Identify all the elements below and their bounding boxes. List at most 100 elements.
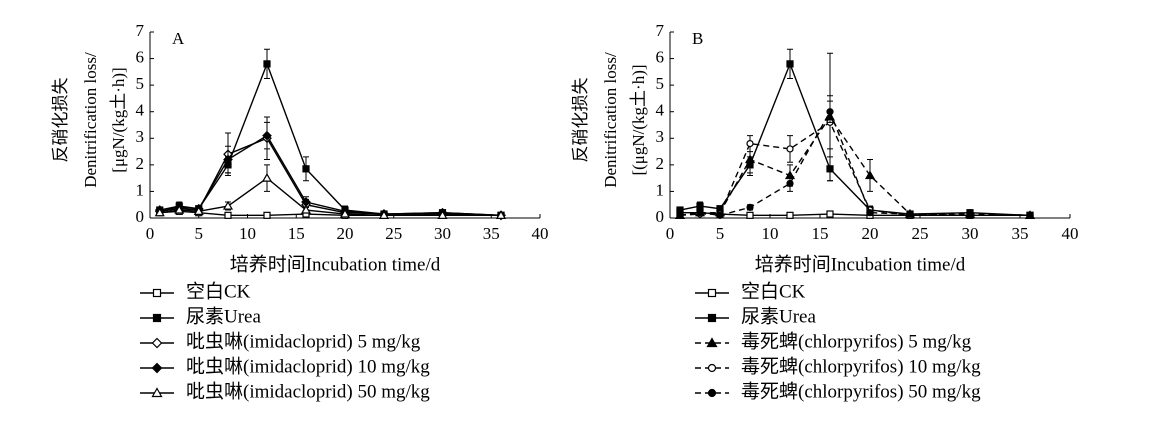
y-tick-label: 3: [656, 127, 665, 146]
legend-marker: [707, 288, 717, 298]
series-line: [679, 121, 1030, 217]
legend-entry: 吡虫啉(imidacloprid) 5 mg/kg: [140, 330, 421, 352]
y-axis-label: Denitrification loss/: [601, 52, 620, 188]
marker: [746, 211, 754, 219]
marker: [437, 210, 448, 219]
series: [154, 164, 507, 219]
y-tick-label: 3: [136, 127, 145, 146]
x-tick-label: 15: [812, 224, 829, 243]
series-line: [159, 137, 502, 217]
legend-label: 吡虫啉(imidacloprid) 5 mg/kg: [186, 330, 421, 352]
y-tick-label: 2: [136, 154, 145, 173]
legend-label: 空白CK: [186, 280, 251, 302]
y-axis-label: [(μgN/(kg土·h)]: [629, 64, 648, 175]
y-tick-label: 5: [136, 74, 145, 93]
legend-label: 毒死蜱(chlorpyrifos) 5 mg/kg: [741, 330, 972, 352]
y-tick-label: 1: [656, 180, 665, 199]
chart-panel: 0 5 10 15 20 25 30 35 40 0 1 2 3 4 5 6 7 B 反硝化损失 Denitrific…: [571, 21, 1079, 402]
y-tick-label: 5: [656, 74, 665, 93]
legend-marker: [706, 337, 718, 348]
y-tick-label: 1: [136, 180, 145, 199]
marker: [746, 203, 754, 211]
x-tick-label: 10: [239, 224, 256, 243]
x-tick-label: 20: [862, 224, 879, 243]
legend-entry: 毒死蜱(chlorpyrifos) 5 mg/kg: [695, 330, 972, 352]
y-tick-label: 0: [136, 207, 145, 226]
marker: [696, 209, 704, 217]
legend-marker: [152, 288, 162, 298]
marker: [224, 211, 232, 219]
legend-label: 空白CK: [741, 280, 806, 302]
legend-label: 毒死蜱(chlorpyrifos) 10 mg/kg: [741, 355, 981, 377]
series: [154, 121, 506, 221]
legend-entry: 空白CK: [695, 280, 806, 302]
series-line: [679, 110, 1030, 217]
marker: [262, 130, 272, 141]
x-tick-label: 25: [385, 224, 402, 243]
legend-entry: 吡虫啉(imidacloprid) 10 mg/kg: [140, 355, 430, 377]
chart-panel: 0 5 10 15 20 25 30 35 40 0 1 2 3 4 5 6 7 A 反硝化损失 Denitrific…: [51, 21, 549, 402]
legend-label: 毒死蜱(chlorpyrifos) 50 mg/kg: [741, 380, 981, 402]
marker: [786, 211, 794, 219]
legend-marker: [152, 313, 162, 323]
y-tick-label: 6: [656, 47, 665, 66]
marker: [263, 60, 271, 68]
marker: [786, 179, 794, 188]
marker: [1026, 211, 1034, 219]
y-tick-label: 7: [136, 21, 145, 40]
y-tick-label: 4: [136, 101, 145, 120]
marker: [906, 210, 914, 218]
legend-marker: [151, 387, 163, 398]
marker: [174, 204, 185, 214]
y-tick-label: 0: [656, 207, 665, 226]
legend-entry: 尿素Urea: [140, 305, 261, 327]
x-tick-label: 20: [337, 224, 354, 243]
y-axis-label: 反硝化损失: [571, 78, 590, 163]
marker: [378, 210, 390, 219]
panel-label: B: [692, 29, 703, 48]
y-axis-label: Denitrification loss/: [81, 52, 100, 188]
series: [676, 95, 1034, 219]
marker: [966, 211, 974, 219]
marker: [154, 207, 165, 217]
marker: [716, 211, 724, 219]
marker: [826, 108, 834, 116]
y-tick-label: 7: [656, 21, 665, 40]
y-tick-label: 4: [656, 101, 665, 120]
legend-entry: 吡虫啉(imidacloprid) 50 mg/kg: [140, 380, 430, 402]
legend-marker: [151, 362, 163, 374]
x-tick-label: 30: [962, 224, 979, 243]
x-tick-label: 5: [195, 224, 204, 243]
panel-label: A: [172, 29, 185, 48]
x-tick-label: 35: [483, 224, 500, 243]
x-tick-label: 0: [146, 224, 155, 243]
x-tick-label: 40: [532, 224, 549, 243]
series-line: [159, 61, 502, 217]
legend-entry: 毒死蜱(chlorpyrifos) 10 mg/kg: [695, 355, 981, 377]
legend-label: 尿素Urea: [186, 305, 261, 327]
marker: [826, 210, 834, 218]
x-tick-label: 5: [716, 224, 725, 243]
legend-label: 吡虫啉(imidacloprid) 10 mg/kg: [186, 355, 430, 377]
marker: [222, 200, 234, 210]
marker: [193, 206, 204, 215]
marker: [866, 209, 874, 217]
marker: [302, 165, 310, 173]
series-line: [679, 61, 1031, 217]
marker: [786, 60, 794, 68]
legend-entry: 尿素Urea: [695, 305, 816, 327]
marker: [300, 204, 312, 214]
x-tick-label: 35: [1012, 224, 1029, 243]
y-axis-label: [μgN/(kg土·h)]: [109, 67, 128, 172]
legend-label: 尿素Urea: [741, 305, 816, 327]
y-axis-label: 反硝化损失: [51, 78, 70, 163]
legend-marker: [707, 313, 717, 323]
x-axis-label: 培养时间Incubation time/d: [230, 253, 441, 275]
legend-entry: 空白CK: [140, 280, 251, 302]
series-line: [159, 134, 502, 217]
series: [154, 116, 506, 221]
legend-marker: [151, 337, 163, 349]
marker: [746, 140, 754, 148]
legend-entry: 毒死蜱(chlorpyrifos) 50 mg/kg: [695, 380, 981, 402]
legend-label: 吡虫啉(imidacloprid) 50 mg/kg: [186, 380, 430, 402]
